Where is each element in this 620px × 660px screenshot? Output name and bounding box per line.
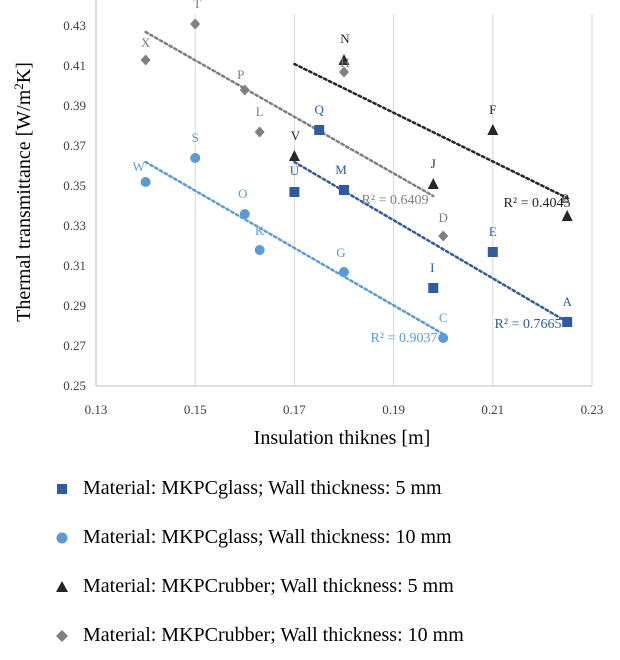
data-point-K [254,245,265,255]
data-point-C [438,333,449,343]
diamond-marker-icon [48,626,76,646]
y-axis-title-end: K] [13,62,35,83]
point-label-I: I [430,260,434,275]
r-squared-label: R² = 0.4045 [504,196,571,211]
r-squared-label: R² = 0.6409 [362,193,429,208]
trendline-series-3 [144,30,435,198]
r-squared-label: R² = 0.7665 [495,317,562,332]
data-point-S [190,153,201,163]
x-tick-label: 0.13 [85,402,108,417]
y-axis-title-main: Thermal transmittance [W/m [13,89,35,322]
y-tick-label: 0.39 [63,98,86,113]
r-squared-labels: R² = 0.7665 R² = 0.9037 R² = 0.4045 R² = 0.… [362,193,571,346]
legend-label: Material: MKPCrubber; Wall thickness: 5 … [83,575,454,597]
point-label-U: U [290,163,300,178]
x-tick-label: 0.21 [481,402,504,417]
legend-label: Material: MKPCglass; Wall thickness: 10 … [83,526,452,548]
data-point-Q [314,125,325,135]
trendline-series-2 [293,62,569,200]
legend-item-glass-5mm: Material: MKPCglass; Wall thickness: 5 m… [48,464,464,513]
data-point-N [338,54,350,65]
point-label-D: D [439,210,448,225]
scatter-chart: 0.13 0.15 0.17 0.19 0.21 0.23 0.25 0.27 0.29 0.31… [11,0,603,449]
trendlines [144,30,569,336]
y-tick-label: 0.25 [63,378,86,393]
point-label-V: V [291,128,301,143]
trendline-series-1 [144,160,445,336]
point-labels: A E I M Q U C G K O S W B F J N V D H L P T X [132,0,572,325]
y-tick-label: 0.37 [63,138,86,153]
data-point-U [289,187,300,197]
point-label-N: N [340,31,350,46]
triangle-marker-icon [48,577,76,597]
point-label-P: P [237,67,244,82]
point-label-F: F [489,102,496,117]
data-point-B [561,210,573,221]
square-marker-icon [48,479,76,499]
point-label-S: S [192,130,199,145]
data-point-X [140,54,151,66]
data-point-I [428,283,439,293]
legend: Material: MKPCglass; Wall thickness: 5 m… [48,464,464,660]
point-label-K: K [255,223,265,238]
data-point-J [427,178,439,189]
point-label-G: G [336,245,345,260]
x-tick-label: 0.15 [184,402,207,417]
y-tick-label: 0.31 [63,258,86,273]
point-label-A: A [563,294,573,309]
y-tick-label: 0.43 [63,18,86,33]
legend-item-rubber-5mm: Material: MKPCrubber; Wall thickness: 5 … [48,562,464,611]
point-label-Q: Q [315,102,325,117]
point-label-H: H [340,55,349,70]
point-label-W: W [132,159,145,174]
data-point-V [288,150,300,161]
legend-item-rubber-10mm: Material: MKPCrubber; Wall thickness: 10… [48,611,464,660]
point-label-X: X [141,35,151,50]
point-label-J: J [431,156,436,171]
data-point-W [140,177,151,187]
data-point-T [190,18,201,30]
y-axis-title: Thermal transmittance [W/m2K] [11,62,35,322]
point-label-M: M [335,162,347,177]
data-point-D [438,230,449,242]
point-label-E: E [489,224,497,239]
point-label-B: B [561,191,570,206]
data-point-A [562,317,573,327]
y-tick-label: 0.35 [63,178,86,193]
legend-label: Material: MKPCrubber; Wall thickness: 10… [83,624,464,646]
point-label-C: C [439,310,448,325]
legend-label: Material: MKPCglass; Wall thickness: 5 m… [83,477,442,499]
y-tick-label: 0.29 [63,298,86,313]
point-label-T: T [193,0,201,11]
y-tick-label: 0.33 [63,218,86,233]
data-point-G [339,267,349,277]
axes: 0.13 0.15 0.17 0.19 0.21 0.23 0.25 0.27 0.29 0.31… [63,0,603,417]
data-point-O [239,209,250,219]
point-label-L: L [256,104,264,119]
y-tick-label: 0.41 [63,58,86,73]
x-tick-label: 0.19 [382,402,405,417]
data-point-H [339,66,349,78]
data-point-M [339,185,349,195]
circle-marker-icon [48,528,76,548]
data-point-E [487,247,498,257]
data-point-F [487,124,499,135]
y-axis-title-superscript: 2 [11,83,26,90]
vertical-gridlines [194,14,593,386]
data-point-P [239,84,250,96]
point-label-O: O [238,186,247,201]
x-tick-label: 0.17 [283,402,306,417]
data-points [140,18,573,343]
r-squared-label: R² = 0.9037 [371,331,438,346]
legend-item-glass-10mm: Material: MKPCglass; Wall thickness: 10 … [48,513,464,562]
x-tick-label: 0.23 [581,402,604,417]
x-axis-title: Insulation thiknes [m] [254,427,431,449]
data-point-L [254,126,265,138]
y-tick-label: 0.27 [63,338,86,353]
